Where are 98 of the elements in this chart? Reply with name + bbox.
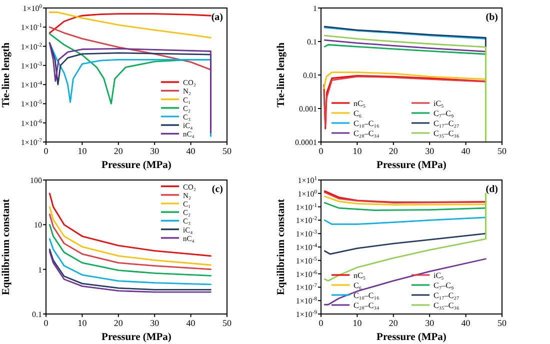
legend-label: C₁₀–C₁₆ — [354, 291, 380, 300]
x-tick-label: 20 — [114, 146, 124, 156]
line-series — [324, 26, 486, 40]
x-tick-label: 10 — [78, 146, 88, 156]
y-tick-label: 100 — [30, 176, 42, 185]
y-tick-label: 1×10$^{-4}$ — [20, 80, 42, 90]
line-series — [324, 26, 486, 48]
legend-label: C₇–C₉ — [434, 281, 454, 290]
y-tick-label: 0.0001 — [295, 138, 317, 147]
line-series — [324, 196, 486, 206]
y-tick-label: 1×10$^{-8}$ — [296, 296, 318, 306]
y-tick-label: 1×10$^{0}$ — [298, 189, 318, 198]
annotation: (a) — [211, 12, 223, 23]
legend-label: C₆ — [354, 281, 362, 290]
line-series — [48, 238, 212, 286]
annotation: (d) — [486, 184, 498, 195]
y-tick-label: 1×10$^{-7}$ — [296, 283, 318, 292]
x-tick-label: 50 — [222, 146, 232, 156]
x-tick-label: 50 — [498, 318, 507, 328]
x-tick-label: 50 — [222, 318, 232, 328]
y-tick-label: 0.1 — [32, 310, 42, 319]
y-tick-label: 1×10$^{-5}$ — [20, 100, 42, 109]
y-tick-label: 1×10$^{-6}$ — [20, 118, 42, 128]
y-tick-label: 1×10$^{-4}$ — [296, 243, 318, 252]
x-axis-title: Pressure (MPa) — [376, 332, 447, 343]
x-tick-label: 30 — [150, 146, 160, 156]
line-series — [48, 26, 212, 70]
x-axis-title: Pressure (MPa) — [102, 332, 172, 343]
x-tick-label: 20 — [388, 146, 398, 156]
legend-label: C₂₈–C₃₄ — [354, 301, 380, 310]
y-tick-label: 1 — [313, 4, 317, 13]
legend-label: C₃₅–C₃₆ — [434, 301, 460, 310]
x-axis-title: Pressure (MPa) — [376, 160, 447, 171]
x-tick-label: 10 — [352, 146, 362, 156]
y-tick-label: 0.01 — [303, 71, 317, 80]
y-tick-label: 1×10$^{1}$ — [298, 176, 318, 185]
y-tick-label: 1 — [38, 265, 42, 274]
y-tick-label: 1×10$^{-1}$ — [20, 23, 42, 32]
y-axis-title: Equilibrium constant — [276, 198, 287, 295]
x-tick-label: 40 — [461, 318, 471, 328]
line-series — [48, 206, 212, 266]
line-series — [324, 232, 486, 255]
legend-label: C₂₈–C₃₄ — [354, 129, 380, 138]
legend-label: C₁₇–C₂₇ — [434, 291, 460, 300]
y-tick-label: 1×10$^{-5}$ — [296, 256, 318, 266]
legend-label: C₃₅–C₃₆ — [434, 129, 460, 138]
line-series — [324, 202, 486, 211]
y-tick-label: 0.001 — [299, 104, 317, 114]
x-tick-label: 40 — [186, 318, 196, 328]
annotation: (c) — [212, 184, 223, 195]
y-tick-label: 1×10$^{-2}$ — [296, 216, 318, 226]
y-tick-label: 1×10$^{-6}$ — [296, 270, 318, 279]
y-tick-label: 0.1 — [307, 38, 317, 46]
legend-label: nC₅ — [354, 99, 366, 108]
x-tick-label: 0 — [44, 146, 49, 156]
line-series — [324, 39, 486, 52]
legend-label: iC₅ — [434, 99, 444, 108]
y-axis-title: Equilibrium constant — [1, 198, 12, 295]
line-series — [324, 34, 486, 143]
line-series — [48, 192, 212, 257]
x-tick-label: 0 — [318, 318, 324, 328]
x-tick-label: 40 — [461, 146, 471, 156]
y-tick-label: 1×10$^{-2}$ — [20, 42, 42, 52]
line-series — [48, 224, 212, 276]
line-series — [324, 44, 486, 55]
x-tick-label: 30 — [425, 318, 435, 328]
x-axis-title: Pressure (MPa) — [102, 160, 172, 171]
y-tick-label: 1×10$^{-9}$ — [296, 310, 318, 319]
x-tick-label: 0 — [318, 146, 324, 156]
x-tick-label: 20 — [388, 318, 398, 328]
x-tick-label: 20 — [114, 318, 124, 328]
line-series — [324, 216, 486, 225]
y-tick-label: 1×10$^{-3}$ — [20, 61, 42, 70]
line-series — [323, 72, 486, 90]
x-tick-label: 10 — [352, 318, 362, 328]
y-tick-label: 1×10$^{-7}$ — [20, 138, 42, 147]
y-tick-label: 1×10$^{-1}$ — [296, 202, 318, 212]
legend-label: C₇–C₉ — [434, 109, 454, 118]
annotation: (b) — [486, 12, 498, 23]
x-tick-label: 50 — [498, 146, 507, 156]
line-series — [324, 192, 486, 282]
legend-label: C₁₀–C₁₆ — [354, 119, 380, 128]
y-tick-label: 1×10$^{-3}$ — [296, 230, 318, 239]
x-tick-label: 0 — [44, 318, 49, 328]
line-series — [48, 12, 212, 38]
y-axis-title: Tie-line length — [276, 42, 287, 108]
x-tick-label: 40 — [186, 146, 196, 156]
x-tick-label: 30 — [425, 146, 435, 156]
legend-label: nC₅ — [354, 271, 366, 280]
legend-label: C₁₇–C₂₇ — [434, 119, 460, 128]
y-tick-label: 10 — [34, 220, 42, 230]
legend-label: C₆ — [354, 109, 362, 118]
x-tick-label: 30 — [150, 318, 160, 328]
y-tick-label: 1×10$^{0}$ — [22, 4, 42, 13]
y-axis-title: Tie-line length — [1, 42, 12, 108]
legend-label: iC₅ — [434, 271, 444, 280]
line-series — [48, 13, 212, 34]
x-tick-label: 10 — [78, 318, 88, 328]
